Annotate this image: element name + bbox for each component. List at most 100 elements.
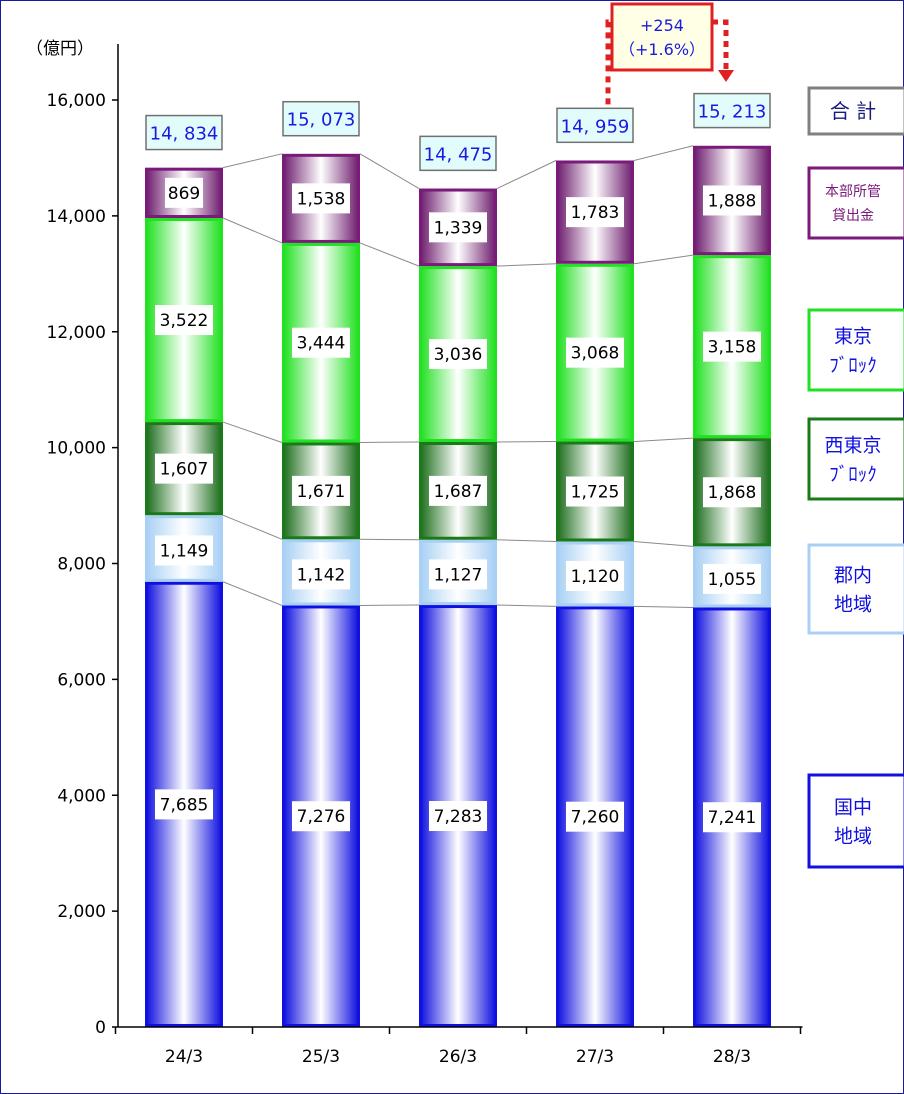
- data-label-box: [292, 475, 350, 506]
- data-label: 1,725: [571, 483, 620, 503]
- connector-line: [633, 437, 694, 443]
- total-label: 15, 213: [698, 102, 767, 123]
- total-label: 15, 073: [287, 110, 356, 131]
- data-label-box: [292, 801, 350, 832]
- legend-label: 地域: [834, 593, 872, 615]
- connector-line: [496, 160, 557, 189]
- connector-line: [633, 254, 694, 265]
- legend-label: 合 計: [830, 99, 876, 123]
- data-label: 1,120: [571, 567, 620, 587]
- y-tick-label: 16,000: [47, 91, 106, 111]
- legend-box: [807, 308, 904, 392]
- connector-line: [222, 514, 283, 540]
- legend-label: ﾌﾞﾛｯｸ: [829, 463, 877, 485]
- data-label: 7,283: [434, 807, 483, 827]
- connector-line: [222, 421, 283, 443]
- legend-label: 地域: [834, 825, 872, 847]
- y-tick-label: 10,000: [47, 439, 106, 459]
- total-label: 14, 475: [424, 144, 493, 165]
- data-label: 1,687: [434, 482, 483, 502]
- data-label-box: [566, 337, 624, 368]
- total-box: [145, 114, 223, 151]
- data-label: 3,158: [708, 338, 757, 358]
- x-tick-label: 27/3: [576, 1047, 614, 1067]
- y-tick-label: 12,000: [47, 323, 106, 343]
- data-label-box: [703, 477, 761, 508]
- connector-line: [222, 217, 283, 244]
- connector-line: [222, 581, 283, 606]
- data-label-box: [165, 177, 203, 208]
- data-label-box: [155, 789, 213, 820]
- legend-box: [807, 166, 904, 240]
- legend-box: [807, 543, 904, 635]
- data-label: 1,538: [297, 189, 346, 209]
- data-label: 1,671: [297, 482, 346, 502]
- data-label: 1,127: [434, 565, 483, 585]
- data-label-box: [703, 563, 761, 594]
- y-unit-label: （億円）: [26, 39, 94, 59]
- data-label-box: [566, 476, 624, 507]
- data-label-box: [292, 327, 350, 358]
- x-tick-label: 26/3: [439, 1047, 477, 1067]
- connector-line: [359, 242, 420, 267]
- data-label: 3,036: [434, 345, 483, 365]
- data-label-box: [155, 305, 213, 336]
- data-label: 869: [168, 184, 200, 204]
- total-label: 14, 959: [561, 116, 630, 137]
- annotation-bracket-right: [712, 19, 729, 72]
- annotation-bracket-left: [605, 19, 612, 105]
- total-box: [693, 92, 771, 129]
- data-label-box: [429, 801, 487, 832]
- data-label: 7,276: [297, 807, 346, 827]
- total-labels: 14, 834 15, 073 14, 475 14, 959 15, 213: [145, 92, 771, 172]
- y-tick-label: 6,000: [57, 670, 106, 690]
- connector-line: [222, 153, 283, 169]
- legend-label: 東京: [834, 325, 872, 347]
- data-label-box: [292, 559, 350, 590]
- connector-line: [496, 604, 557, 607]
- data-label-box: [703, 185, 761, 216]
- data-label: 3,068: [571, 344, 620, 364]
- data-label: 1,149: [160, 541, 209, 561]
- connector-line: [633, 145, 694, 161]
- y-tick-label: 4,000: [57, 786, 106, 806]
- y-tick-label: 14,000: [47, 207, 106, 227]
- connector-line: [496, 539, 557, 542]
- legend-box: [807, 417, 904, 501]
- data-label-box: [155, 535, 213, 566]
- data-label: 7,241: [708, 808, 757, 828]
- data-label: 1,142: [297, 565, 346, 585]
- connector-line: [359, 153, 420, 189]
- data-label: 1,888: [708, 191, 757, 211]
- data-label-box: [566, 560, 624, 591]
- data-label: 1,055: [708, 570, 757, 590]
- data-label-box: [292, 183, 350, 214]
- annotation-text: +254: [640, 16, 684, 35]
- data-label-box: [429, 212, 487, 243]
- data-label: 3,444: [297, 334, 346, 354]
- data-label-box: [703, 331, 761, 362]
- data-label: 1,339: [434, 218, 483, 238]
- annotation-text: （+1.6%）: [619, 40, 705, 59]
- annotation-box: [610, 2, 714, 72]
- legend-label: 西東京: [824, 434, 881, 456]
- total-box: [419, 135, 497, 172]
- total-box: [282, 100, 360, 137]
- data-label: 1,783: [571, 203, 620, 223]
- data-labels: 7,685 1,149 1,607 3,522 869 7,276 1,142 1,671 3,…: [155, 177, 761, 833]
- x-tick-label: 25/3: [302, 1047, 340, 1067]
- total-label: 14, 834: [150, 124, 219, 145]
- data-label: 1,607: [160, 460, 209, 480]
- x-tick-label: 28/3: [713, 1047, 751, 1067]
- data-label-box: [566, 197, 624, 228]
- data-label-box: [155, 453, 213, 484]
- legend-box: [807, 86, 904, 136]
- change-annotation: +254 （+1.6%）: [605, 2, 734, 105]
- x-tick-label: 24/3: [165, 1047, 203, 1067]
- connector-line: [633, 540, 694, 547]
- total-box: [556, 107, 634, 144]
- data-label: 7,260: [571, 808, 620, 828]
- data-label-box: [566, 801, 624, 832]
